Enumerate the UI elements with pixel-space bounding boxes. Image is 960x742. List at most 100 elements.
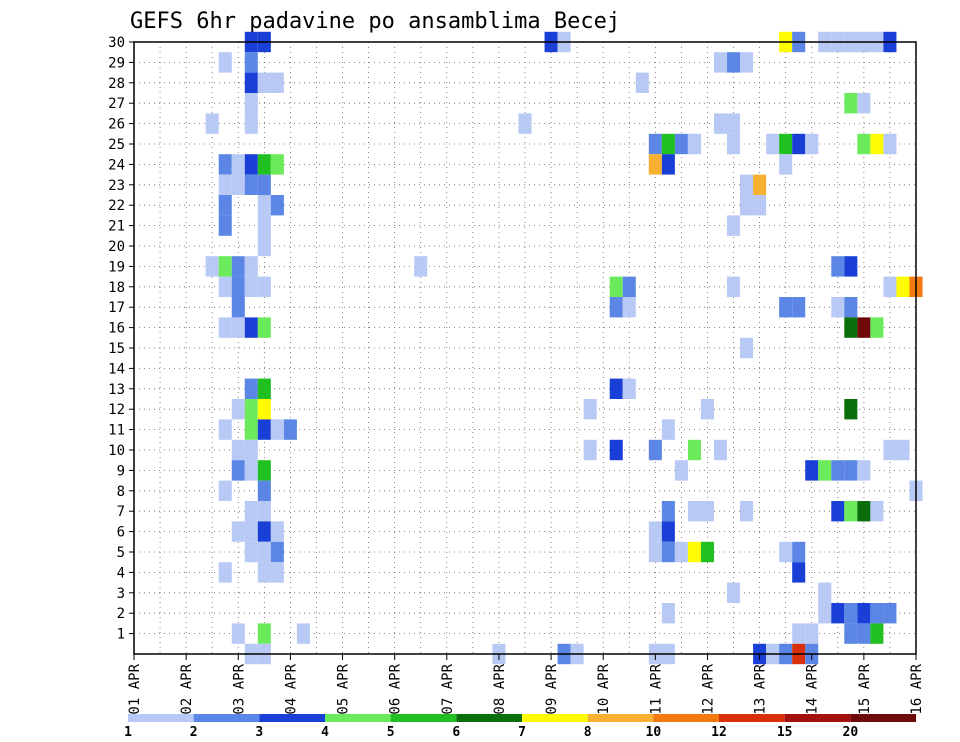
heatmap-cell bbox=[857, 623, 871, 644]
heatmap-cell bbox=[244, 256, 258, 277]
heatmap-cell bbox=[218, 215, 232, 236]
x-tick-label: 05 APR bbox=[336, 663, 352, 714]
heatmap-cell bbox=[831, 603, 845, 624]
heatmap-cell bbox=[661, 541, 675, 563]
heatmap-cell bbox=[844, 501, 858, 522]
heatmap-cell bbox=[231, 399, 245, 420]
colorbar-legend: 1 2 3 4 5 6 7 8 10 12 15 20 bbox=[124, 714, 916, 740]
heatmap-cell bbox=[609, 297, 623, 318]
heatmap-cell bbox=[244, 521, 258, 542]
heatmap-cell bbox=[844, 297, 858, 318]
heatmap-cell bbox=[818, 582, 832, 603]
y-tick-label: 29 bbox=[108, 55, 125, 71]
heatmap-cell bbox=[270, 154, 284, 175]
x-tick-label: 13 APR bbox=[753, 663, 769, 714]
heatmap-cell bbox=[857, 603, 871, 624]
heatmap-cell bbox=[648, 133, 662, 155]
heatmap-cell bbox=[740, 195, 754, 216]
colorbar-label: 3 bbox=[255, 725, 263, 740]
x-tick-label: 02 APR bbox=[179, 663, 195, 714]
heatmap-cell bbox=[831, 460, 845, 481]
heatmap-cell bbox=[231, 297, 245, 318]
y-tick-label: 2 bbox=[117, 606, 125, 622]
heatmap-cell bbox=[883, 439, 897, 461]
heatmap-cell bbox=[648, 521, 662, 542]
heatmap-cell bbox=[257, 399, 271, 420]
colorbar-label: 12 bbox=[711, 725, 727, 740]
y-tick-label: 23 bbox=[108, 178, 125, 194]
heatmap-cell bbox=[844, 93, 858, 114]
y-tick-label: 22 bbox=[108, 198, 125, 214]
heatmap-cell bbox=[231, 256, 245, 277]
y-tick-label: 27 bbox=[108, 96, 125, 112]
heatmap-cell bbox=[648, 541, 662, 563]
heatmap-cell bbox=[896, 276, 910, 297]
heatmap-cell bbox=[257, 501, 271, 522]
colorbar-swatch bbox=[128, 714, 194, 722]
heatmap-cell bbox=[609, 276, 623, 297]
heatmap-cell bbox=[283, 419, 297, 440]
x-tick-label: 01 APR bbox=[127, 663, 143, 714]
heatmap-cell bbox=[257, 195, 271, 216]
heatmap-cell bbox=[687, 501, 701, 522]
y-tick-label: 24 bbox=[108, 157, 125, 173]
heatmap-cell bbox=[870, 603, 884, 624]
y-tick-label: 30 bbox=[108, 35, 125, 51]
heatmap-cell bbox=[257, 276, 271, 297]
colorbar-swatch bbox=[719, 714, 785, 722]
heatmap-cell bbox=[218, 419, 232, 440]
colorbar-label: 10 bbox=[646, 725, 662, 740]
heatmap-cell bbox=[257, 378, 271, 399]
colorbar-label: 4 bbox=[321, 725, 329, 740]
colorbar-swatch bbox=[587, 714, 654, 722]
heatmap-cell bbox=[674, 133, 688, 155]
colorbar-label: 15 bbox=[777, 725, 793, 740]
heatmap-cell bbox=[727, 52, 741, 73]
colorbar-swatch bbox=[850, 714, 916, 722]
heatmap-cell bbox=[896, 439, 910, 461]
colorbar-swatch bbox=[193, 714, 260, 722]
heatmap-cell bbox=[244, 276, 258, 297]
heatmap-cell bbox=[244, 378, 258, 399]
heatmap-cell bbox=[727, 133, 741, 155]
heatmap-cell bbox=[635, 72, 649, 93]
colorbar-label: 1 bbox=[124, 725, 132, 740]
y-tick-label: 12 bbox=[108, 402, 125, 418]
heatmap-cell bbox=[244, 439, 258, 461]
colorbar-swatch bbox=[325, 714, 391, 722]
heatmap-cell bbox=[244, 460, 258, 481]
heatmap-cell bbox=[257, 215, 271, 236]
heatmap-cell bbox=[205, 113, 219, 134]
heatmap-cell bbox=[622, 276, 636, 297]
heatmap-cell bbox=[231, 317, 245, 338]
heatmap-cell bbox=[622, 297, 636, 318]
heatmap-cell bbox=[270, 419, 284, 440]
heatmap-cell bbox=[727, 276, 741, 297]
y-tick-label: 6 bbox=[117, 525, 125, 541]
colorbar-swatch bbox=[653, 714, 719, 722]
heatmap-cell bbox=[231, 174, 245, 195]
y-tick-label: 13 bbox=[108, 382, 125, 398]
colorbar-swatch bbox=[390, 714, 457, 722]
heatmap-cell bbox=[805, 623, 819, 644]
heatmap-cell bbox=[518, 113, 532, 134]
heatmap-cell bbox=[740, 52, 754, 73]
heatmap-cell bbox=[661, 133, 675, 155]
heatmap-cell bbox=[244, 52, 258, 73]
y-tick-label: 21 bbox=[108, 219, 125, 235]
heatmap-cell bbox=[270, 195, 284, 216]
heatmap-cells bbox=[205, 31, 923, 665]
heatmap-cell bbox=[257, 480, 271, 501]
heatmap-cell bbox=[857, 133, 871, 155]
heatmap-cell bbox=[244, 93, 258, 114]
heatmap-cell bbox=[231, 521, 245, 542]
y-tick-label: 18 bbox=[108, 280, 125, 296]
x-tick-label: 07 APR bbox=[440, 663, 456, 714]
heatmap-cell bbox=[740, 174, 754, 195]
heatmap-cell bbox=[609, 439, 623, 461]
colorbar-swatch bbox=[456, 714, 522, 722]
heatmap-cell bbox=[257, 521, 271, 542]
heatmap-cell bbox=[257, 317, 271, 338]
colorbar-label: 5 bbox=[387, 725, 395, 740]
y-tick-label: 9 bbox=[117, 463, 125, 479]
